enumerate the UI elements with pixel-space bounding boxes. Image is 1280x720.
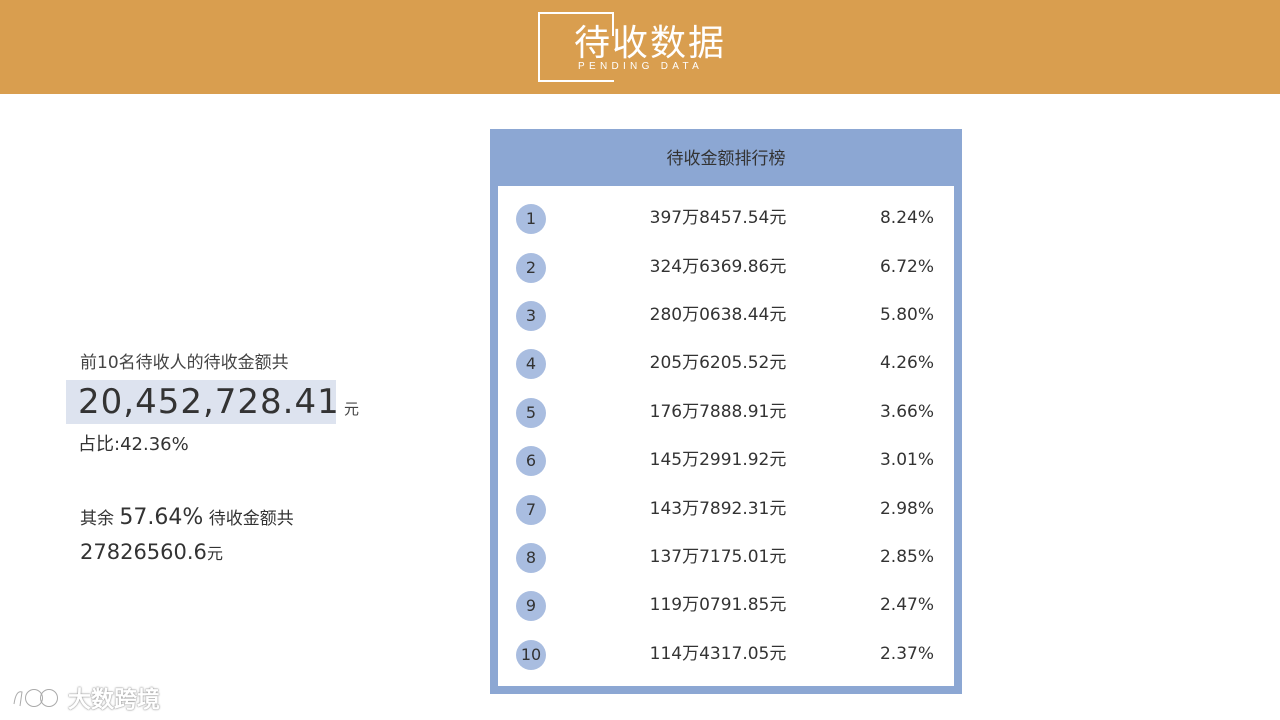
- rank-badge: 7: [516, 495, 546, 525]
- rank-percent: 2.47%: [879, 595, 934, 615]
- ratio-line: 占比:42.36%: [78, 430, 189, 456]
- rank-badge: 9: [516, 591, 546, 621]
- ranking-row: 1 397万8457.54元 8.24%: [498, 198, 954, 238]
- amount-highlight: [66, 380, 336, 424]
- rank-percent: 2.98%: [879, 499, 934, 519]
- header-band: [0, 0, 1280, 94]
- rest-amount-line: 27826560.6元: [80, 540, 223, 564]
- ranking-row: 10 114万4317.05元 2.37%: [498, 634, 954, 674]
- page-subtitle: PENDING DATA: [578, 61, 704, 72]
- rank-percent: 4.26%: [879, 353, 934, 373]
- ranking-row: 7 143万7892.31元 2.98%: [498, 489, 954, 529]
- ranking-row: 8 137万7175.01元 2.85%: [498, 537, 954, 577]
- ranking-title: 待收金额排行榜: [666, 149, 786, 169]
- dashu-logo-icon: [12, 689, 58, 708]
- rank-badge: 8: [516, 543, 546, 573]
- watermark: 大数跨境: [10, 680, 160, 714]
- ratio-value: 42.36%: [120, 434, 189, 455]
- ranking-row: 4 205万6205.52元 4.26%: [498, 343, 954, 383]
- rank-badge: 5: [516, 398, 546, 428]
- rank-badge: 1: [516, 204, 546, 234]
- rank-amount: 145万2991.92元: [649, 450, 787, 470]
- rank-amount: 114万4317.05元: [649, 644, 787, 664]
- rank-percent: 5.80%: [879, 305, 934, 325]
- rank-badge: 3: [516, 301, 546, 331]
- rank-percent: 8.24%: [879, 208, 934, 228]
- rank-badge: 4: [516, 349, 546, 379]
- rank-amount: 143万7892.31元: [649, 499, 787, 519]
- ranking-row: 5 176万7888.91元 3.66%: [498, 392, 954, 432]
- top10-amount: 20,452,728.41: [78, 382, 340, 422]
- rank-percent: 2.85%: [879, 547, 934, 567]
- rank-amount: 205万6205.52元: [649, 353, 787, 373]
- rank-amount: 397万8457.54元: [649, 208, 787, 228]
- ranking-row: 3 280万0638.44元 5.80%: [498, 295, 954, 335]
- top10-label: 前10名待收人的待收金额共: [80, 353, 289, 373]
- rank-amount: 176万7888.91元: [649, 402, 787, 422]
- rank-amount: 324万6369.86元: [649, 257, 787, 277]
- ranking-row: 6 145万2991.92元 3.01%: [498, 440, 954, 480]
- rank-amount: 280万0638.44元: [649, 305, 787, 325]
- ranking-table: 待收金额排行榜 1 397万8457.54元 8.24% 2 324万6369.86元 6…: [490, 129, 962, 694]
- rank-percent: 3.01%: [879, 450, 934, 470]
- top10-unit: 元: [344, 400, 360, 418]
- rest-unit: 元: [206, 544, 223, 563]
- watermark-text: 大数跨境: [68, 687, 160, 713]
- title-frame: [538, 12, 614, 82]
- rank-percent: 2.37%: [879, 644, 934, 664]
- rank-badge: 6: [516, 446, 546, 476]
- rank-percent: 3.66%: [879, 402, 934, 422]
- rank-percent: 6.72%: [879, 257, 934, 277]
- rank-badge: 10: [516, 640, 546, 670]
- rest-percent: 57.64%: [119, 505, 204, 530]
- ratio-label: 占比:: [78, 434, 121, 455]
- page-title: 待收数据: [574, 23, 727, 64]
- rest-prefix: 其余: [80, 509, 114, 529]
- rank-amount: 119万0791.85元: [649, 595, 787, 615]
- ranking-row: 2 324万6369.86元 6.72%: [498, 247, 954, 287]
- ranking-body: 1 397万8457.54元 8.24% 2 324万6369.86元 6.72% 3 280…: [498, 186, 954, 686]
- rank-badge: 2: [516, 253, 546, 283]
- rest-line: 其余 57.64% 待收金额共: [80, 504, 294, 530]
- rest-suffix: 待收金额共: [208, 509, 294, 529]
- rest-amount: 27826560.6: [80, 540, 207, 564]
- rank-amount: 137万7175.01元: [649, 547, 787, 567]
- ranking-row: 9 119万0791.85元 2.47%: [498, 585, 954, 625]
